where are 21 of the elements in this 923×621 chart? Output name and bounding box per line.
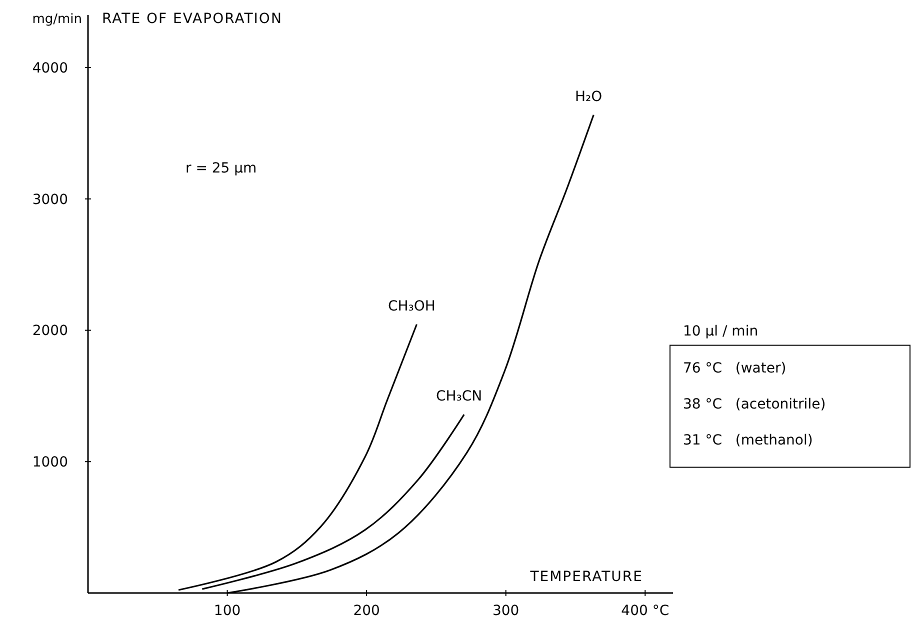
text: 76 °C (water) [683, 360, 786, 376]
x-tick-label: 400 °C [621, 603, 670, 619]
text: 38 °C (acetonitrile) [683, 396, 826, 412]
x-tick-label: 100 [214, 603, 241, 619]
y-tick-label: 2000 [32, 323, 68, 340]
line-series [178, 324, 418, 591]
text: 10 µl / min [683, 323, 758, 340]
y-tick-label: 3000 [32, 192, 68, 208]
x-axis-title: TEMPERATURE [529, 569, 643, 585]
chart-title: RATE OF EVAPORATION [102, 11, 282, 27]
line-series [201, 414, 465, 590]
series-label: CH₃CN [436, 388, 482, 405]
y-axis-title: mg/min [32, 12, 82, 27]
y-tick-label: 1000 [32, 454, 68, 471]
y-tick-label: 4000 [32, 60, 68, 76]
series-label: CH₃OH [388, 298, 436, 314]
x-tick-label: 200 [353, 603, 380, 619]
text: 31 °C (methanol) [683, 432, 813, 448]
x-tick-label: 300 [492, 603, 520, 619]
annotation: r = 25 µm [186, 160, 257, 177]
series-label: H₂O [575, 88, 602, 105]
